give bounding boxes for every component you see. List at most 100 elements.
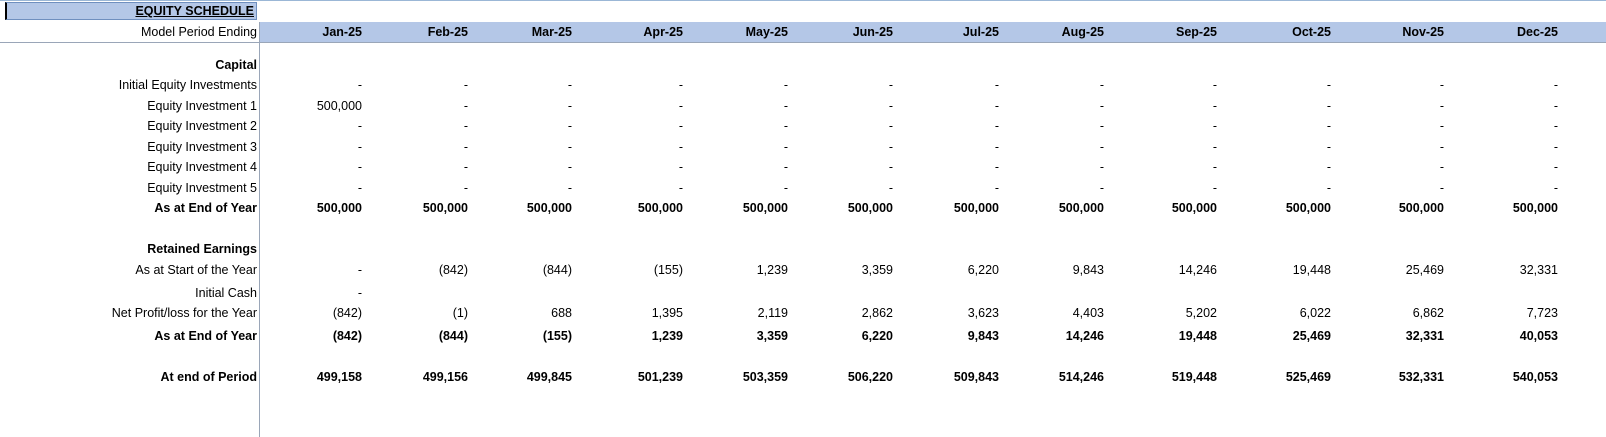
table-cell[interactable]: -: [1099, 99, 1104, 113]
table-cell[interactable]: 500,000: [847, 201, 893, 215]
table-cell[interactable]: 5,202: [1185, 306, 1217, 320]
table-cell[interactable]: -: [783, 181, 788, 195]
table-cell[interactable]: -: [567, 99, 572, 113]
table-cell[interactable]: 688: [551, 306, 572, 320]
table-cell[interactable]: -: [463, 181, 468, 195]
table-cell[interactable]: -: [994, 160, 999, 174]
table-cell[interactable]: 6,220: [861, 329, 893, 343]
table-cell[interactable]: 500,000: [1285, 201, 1331, 215]
table-cell[interactable]: -: [1553, 160, 1558, 174]
table-cell[interactable]: 25,469: [1292, 329, 1331, 343]
selected-title-cell[interactable]: EQUITY SCHEDULE: [5, 2, 257, 20]
row-label[interactable]: Initial Equity Investments: [118, 78, 257, 92]
table-cell[interactable]: 500,000: [742, 201, 788, 215]
table-cell[interactable]: 4,403: [1072, 306, 1104, 320]
table-cell[interactable]: -: [357, 119, 362, 133]
table-cell[interactable]: -: [357, 140, 362, 154]
table-cell[interactable]: 3,623: [967, 306, 999, 320]
table-cell[interactable]: -: [567, 78, 572, 92]
table-cell[interactable]: 32,331: [1405, 329, 1444, 343]
table-cell[interactable]: 1,395: [651, 306, 683, 320]
table-cell[interactable]: -: [357, 160, 362, 174]
row-label[interactable]: As at End of Year: [154, 329, 257, 343]
table-cell[interactable]: -: [1099, 78, 1104, 92]
table-cell[interactable]: -: [678, 181, 683, 195]
table-cell[interactable]: 500,000: [1512, 201, 1558, 215]
table-cell[interactable]: -: [678, 99, 683, 113]
table-cell[interactable]: -: [1099, 160, 1104, 174]
table-cell[interactable]: 500,000: [316, 201, 362, 215]
month-header[interactable]: Nov-25: [1402, 25, 1444, 39]
row-label[interactable]: Equity Investment 3: [147, 140, 257, 154]
table-cell[interactable]: -: [994, 181, 999, 195]
table-cell[interactable]: 532,331: [1398, 370, 1444, 384]
table-cell[interactable]: -: [994, 99, 999, 113]
table-cell[interactable]: -: [1212, 140, 1217, 154]
table-cell[interactable]: 6,862: [1412, 306, 1444, 320]
table-cell[interactable]: -: [994, 78, 999, 92]
table-cell[interactable]: -: [567, 160, 572, 174]
table-cell[interactable]: 25,469: [1405, 263, 1444, 277]
table-cell[interactable]: -: [888, 99, 893, 113]
table-cell[interactable]: -: [888, 78, 893, 92]
table-cell[interactable]: -: [678, 140, 683, 154]
table-cell[interactable]: 2,119: [757, 306, 788, 320]
table-cell[interactable]: -: [1212, 78, 1217, 92]
table-cell[interactable]: 32,331: [1519, 263, 1558, 277]
table-cell[interactable]: -: [1439, 181, 1444, 195]
month-header[interactable]: Jan-25: [322, 25, 362, 39]
table-cell[interactable]: 519,448: [1171, 370, 1217, 384]
table-cell[interactable]: 501,239: [637, 370, 683, 384]
table-cell[interactable]: -: [357, 181, 362, 195]
table-cell[interactable]: -: [463, 99, 468, 113]
row-label[interactable]: As at Start of the Year: [135, 263, 257, 277]
table-cell[interactable]: -: [1439, 99, 1444, 113]
table-cell[interactable]: -: [888, 119, 893, 133]
table-cell[interactable]: -: [888, 140, 893, 154]
table-cell[interactable]: 500,000: [526, 201, 572, 215]
table-cell[interactable]: 500,000: [1398, 201, 1444, 215]
table-cell[interactable]: -: [1553, 181, 1558, 195]
table-cell[interactable]: 6,022: [1299, 306, 1331, 320]
table-cell[interactable]: -: [994, 140, 999, 154]
table-cell[interactable]: (844): [438, 329, 468, 343]
table-cell[interactable]: -: [783, 140, 788, 154]
row-label[interactable]: Capital: [215, 58, 257, 72]
table-cell[interactable]: -: [1099, 181, 1104, 195]
table-cell[interactable]: -: [1326, 140, 1331, 154]
month-header[interactable]: Oct-25: [1292, 25, 1331, 39]
table-cell[interactable]: -: [783, 78, 788, 92]
table-cell[interactable]: -: [1212, 181, 1217, 195]
table-cell[interactable]: -: [567, 140, 572, 154]
table-cell[interactable]: 14,246: [1065, 329, 1104, 343]
table-cell[interactable]: (842): [332, 329, 362, 343]
table-cell[interactable]: -: [1326, 99, 1331, 113]
table-cell[interactable]: -: [1212, 119, 1217, 133]
table-cell[interactable]: 6,220: [967, 263, 999, 277]
month-header[interactable]: Dec-25: [1517, 25, 1558, 39]
table-cell[interactable]: -: [1099, 119, 1104, 133]
table-cell[interactable]: (155): [542, 329, 572, 343]
table-cell[interactable]: 40,053: [1519, 329, 1558, 343]
table-cell[interactable]: 1,239: [651, 329, 683, 343]
table-cell[interactable]: -: [1439, 140, 1444, 154]
table-cell[interactable]: -: [1326, 119, 1331, 133]
table-cell[interactable]: 500,000: [1058, 201, 1104, 215]
table-cell[interactable]: (842): [332, 306, 362, 320]
row-label[interactable]: Equity Investment 4: [147, 160, 257, 174]
month-header[interactable]: Sep-25: [1176, 25, 1217, 39]
table-cell[interactable]: -: [1439, 119, 1444, 133]
row-label[interactable]: At end of Period: [160, 370, 257, 384]
table-cell[interactable]: -: [678, 160, 683, 174]
month-header[interactable]: Jul-25: [962, 25, 999, 39]
row-label[interactable]: Net Profit/loss for the Year: [111, 306, 257, 320]
row-label[interactable]: As at End of Year: [154, 201, 257, 215]
table-cell[interactable]: -: [888, 160, 893, 174]
table-cell[interactable]: 14,246: [1178, 263, 1217, 277]
table-cell[interactable]: -: [1553, 78, 1558, 92]
month-header[interactable]: Aug-25: [1061, 25, 1104, 39]
table-cell[interactable]: 499,845: [526, 370, 572, 384]
table-cell[interactable]: -: [1326, 181, 1331, 195]
table-cell[interactable]: -: [357, 286, 362, 300]
month-header[interactable]: Apr-25: [643, 25, 683, 39]
